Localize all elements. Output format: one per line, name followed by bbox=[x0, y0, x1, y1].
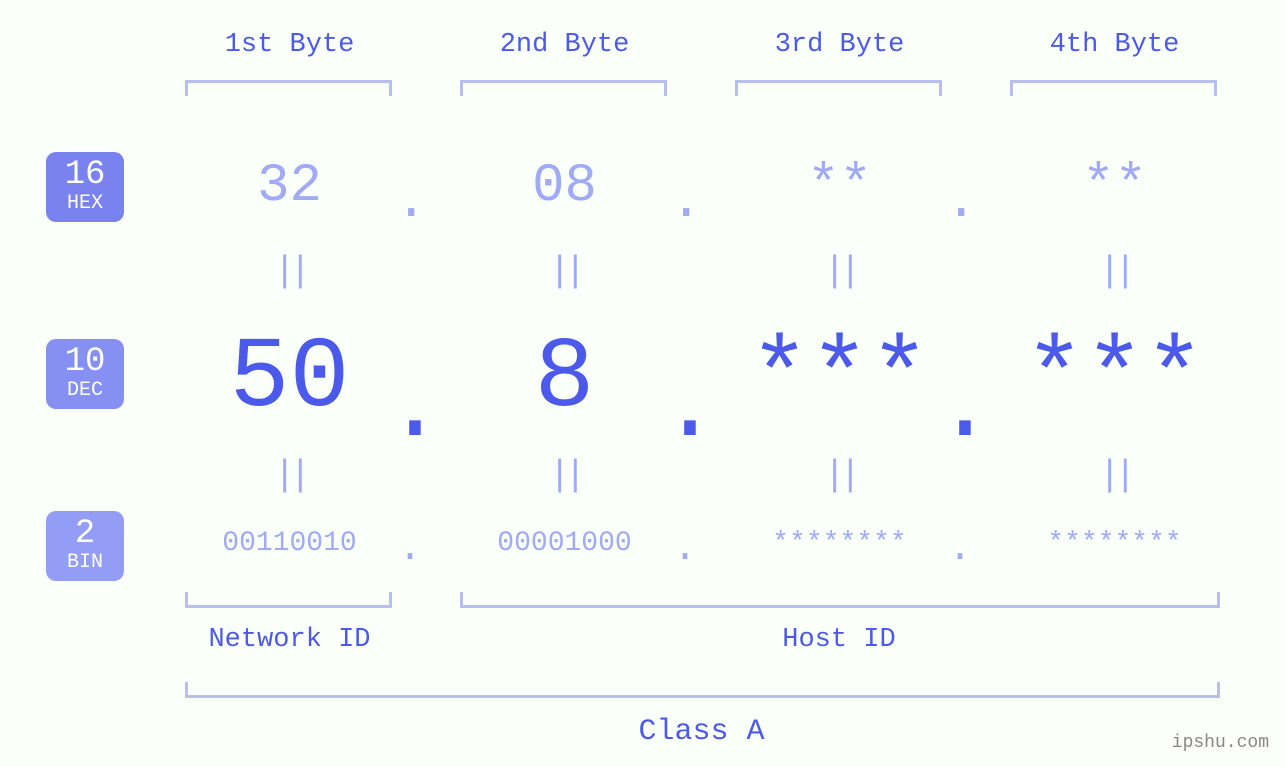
bin-byte-3: ******** bbox=[723, 530, 956, 558]
eq2-4: || bbox=[998, 455, 1231, 496]
byte-header-2: 2nd Byte bbox=[448, 30, 681, 60]
eq1-1: || bbox=[173, 251, 406, 292]
dec-dot-1: . bbox=[385, 360, 435, 460]
byte-header-1: 1st Byte bbox=[173, 30, 406, 60]
hex-byte-1: 32 bbox=[173, 160, 406, 214]
eq1-2: || bbox=[448, 251, 681, 292]
top-bracket-3 bbox=[735, 80, 942, 96]
bin-byte-4: ******** bbox=[998, 530, 1231, 558]
base-hex-num: 16 bbox=[46, 158, 124, 192]
hex-byte-3: ** bbox=[723, 160, 956, 214]
base-dec-label: DEC bbox=[46, 381, 124, 401]
base-bin-label: BIN bbox=[46, 553, 124, 573]
top-bracket-4 bbox=[1010, 80, 1217, 96]
hex-dot-3: . bbox=[945, 176, 975, 230]
hex-byte-4: ** bbox=[998, 160, 1231, 214]
watermark: ipshu.com bbox=[1172, 733, 1269, 753]
base-badge-bin: 2 BIN bbox=[46, 511, 124, 581]
base-dec-num: 10 bbox=[46, 345, 124, 379]
class-label: Class A bbox=[173, 715, 1230, 749]
byte-header-3: 3rd Byte bbox=[723, 30, 956, 60]
hex-dot-2: . bbox=[670, 176, 700, 230]
network-bracket bbox=[185, 592, 392, 608]
ip-diagram-container: 1st Byte 2nd Byte 3rd Byte 4th Byte 16 H… bbox=[0, 0, 1285, 767]
eq1-3: || bbox=[723, 251, 956, 292]
base-badge-hex: 16 HEX bbox=[46, 152, 124, 222]
hex-dot-1: . bbox=[395, 176, 425, 230]
byte-header-4: 4th Byte bbox=[998, 30, 1231, 60]
base-bin-num: 2 bbox=[46, 517, 124, 551]
host-bracket bbox=[460, 592, 1220, 608]
dec-dot-3: . bbox=[935, 360, 985, 460]
bin-byte-1: 00110010 bbox=[173, 530, 406, 558]
network-id-label: Network ID bbox=[173, 625, 406, 655]
top-bracket-2 bbox=[460, 80, 667, 96]
class-bracket bbox=[185, 682, 1220, 698]
eq1-4: || bbox=[998, 251, 1231, 292]
bin-byte-2: 00001000 bbox=[448, 530, 681, 558]
dec-byte-1: 50 bbox=[173, 330, 406, 430]
dec-byte-2: 8 bbox=[448, 330, 681, 430]
bin-dot-1: . bbox=[398, 530, 422, 570]
eq2-2: || bbox=[448, 455, 681, 496]
eq2-1: || bbox=[173, 455, 406, 496]
dec-byte-4: *** bbox=[998, 330, 1231, 430]
bin-dot-3: . bbox=[948, 530, 972, 570]
host-id-label: Host ID bbox=[448, 625, 1230, 655]
dec-dot-2: . bbox=[660, 360, 710, 460]
hex-byte-2: 08 bbox=[448, 160, 681, 214]
base-badge-dec: 10 DEC bbox=[46, 339, 124, 409]
top-bracket-1 bbox=[185, 80, 392, 96]
eq2-3: || bbox=[723, 455, 956, 496]
base-hex-label: HEX bbox=[46, 194, 124, 214]
dec-byte-3: *** bbox=[723, 330, 956, 430]
bin-dot-2: . bbox=[673, 530, 697, 570]
